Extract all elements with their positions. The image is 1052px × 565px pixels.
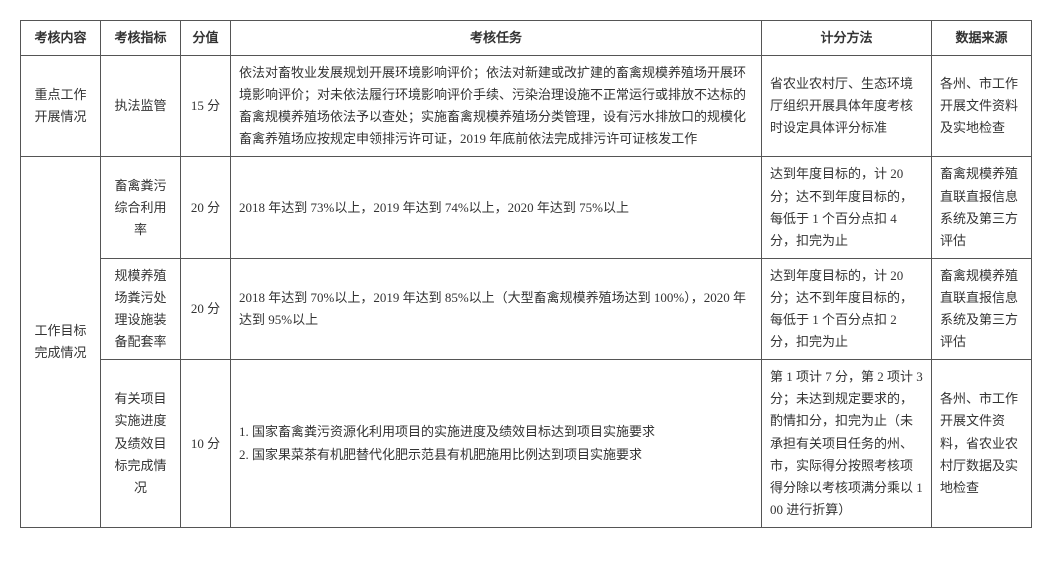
cell-method: 达到年度目标的，计 20 分；达不到年度目标的，每低于 1 个百分点扣 2 分，… xyxy=(762,258,932,359)
cell-task: 2018 年达到 73%以上，2019 年达到 74%以上，2020 年达到 7… xyxy=(231,157,762,258)
cell-task: 1. 国家畜禽粪污资源化利用项目的实施进度及绩效目标达到项目实施要求2. 国家果… xyxy=(231,360,762,528)
cell-indicator: 执法监管 xyxy=(101,56,181,157)
cell-source: 畜禽规模养殖直联直报信息系统及第三方评估 xyxy=(932,258,1032,359)
cell-score: 10 分 xyxy=(181,360,231,528)
header-score: 分值 xyxy=(181,21,231,56)
cell-content: 工作目标完成情况 xyxy=(21,157,101,527)
cell-method: 第 1 项计 7 分，第 2 项计 3 分；未达到规定要求的，酌情扣分，扣完为止… xyxy=(762,360,932,528)
assessment-table: 考核内容 考核指标 分值 考核任务 计分方法 数据来源 重点工作开展情况 执法监… xyxy=(20,20,1032,528)
cell-score: 20 分 xyxy=(181,258,231,359)
header-content: 考核内容 xyxy=(21,21,101,56)
cell-score: 20 分 xyxy=(181,157,231,258)
header-source: 数据来源 xyxy=(932,21,1032,56)
table-row: 规模养殖场粪污处理设施装备配套率 20 分 2018 年达到 70%以上，201… xyxy=(21,258,1032,359)
cell-indicator: 规模养殖场粪污处理设施装备配套率 xyxy=(101,258,181,359)
cell-source: 畜禽规模养殖直联直报信息系统及第三方评估 xyxy=(932,157,1032,258)
cell-source: 各州、市工作开展文件资料及实地检查 xyxy=(932,56,1032,157)
header-row: 考核内容 考核指标 分值 考核任务 计分方法 数据来源 xyxy=(21,21,1032,56)
cell-task: 依法对畜牧业发展规划开展环境影响评价；依法对新建或改扩建的畜禽规模养殖场开展环境… xyxy=(231,56,762,157)
cell-score: 15 分 xyxy=(181,56,231,157)
header-task: 考核任务 xyxy=(231,21,762,56)
cell-indicator: 有关项目实施进度及绩效目标完成情况 xyxy=(101,360,181,528)
table-row: 有关项目实施进度及绩效目标完成情况 10 分 1. 国家畜禽粪污资源化利用项目的… xyxy=(21,360,1032,528)
cell-method: 达到年度目标的，计 20 分；达不到年度目标的，每低于 1 个百分点扣 4 分，… xyxy=(762,157,932,258)
cell-content: 重点工作开展情况 xyxy=(21,56,101,157)
cell-method: 省农业农村厅、生态环境厅组织开展具体年度考核时设定具体评分标准 xyxy=(762,56,932,157)
cell-indicator: 畜禽粪污综合利用率 xyxy=(101,157,181,258)
header-indicator: 考核指标 xyxy=(101,21,181,56)
header-method: 计分方法 xyxy=(762,21,932,56)
assessment-table-container: 考核内容 考核指标 分值 考核任务 计分方法 数据来源 重点工作开展情况 执法监… xyxy=(20,20,1032,528)
cell-source: 各州、市工作开展文件资料，省农业农村厅数据及实地检查 xyxy=(932,360,1032,528)
cell-task: 2018 年达到 70%以上，2019 年达到 85%以上（大型畜禽规模养殖场达… xyxy=(231,258,762,359)
table-row: 重点工作开展情况 执法监管 15 分 依法对畜牧业发展规划开展环境影响评价；依法… xyxy=(21,56,1032,157)
table-row: 工作目标完成情况 畜禽粪污综合利用率 20 分 2018 年达到 73%以上，2… xyxy=(21,157,1032,258)
